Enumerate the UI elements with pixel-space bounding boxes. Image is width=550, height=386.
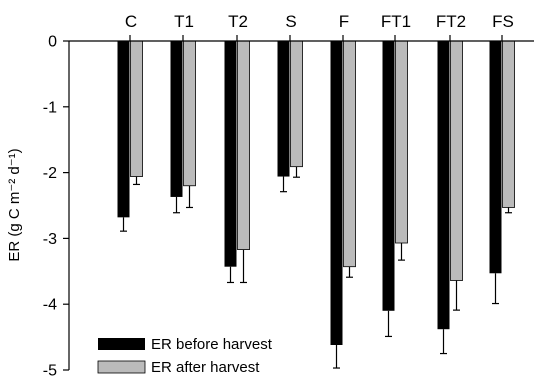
- y-tick-label: -5: [43, 363, 57, 380]
- bar-after-fs: [502, 40, 515, 208]
- x-tick-label: T2: [228, 12, 248, 31]
- bar-before-fs: [489, 41, 502, 274]
- bar-before-f: [330, 41, 343, 345]
- y-tick-label: -2: [43, 165, 57, 182]
- legend-swatch-after: [97, 360, 146, 374]
- bar-after-c: [130, 40, 143, 177]
- x-tick-label: S: [285, 12, 296, 31]
- bar-before-ft1: [382, 41, 395, 311]
- x-tick-label: FT1: [381, 12, 411, 31]
- legend-swatch-before: [98, 338, 145, 350]
- bar-before-ft2: [437, 41, 450, 330]
- bar-after-t2: [237, 40, 250, 250]
- bar-before-t1: [170, 41, 183, 197]
- bar-before-c: [117, 41, 130, 218]
- bar-after-t1: [183, 40, 196, 187]
- y-tick-label: -4: [43, 297, 57, 314]
- y-tick-label: 0: [48, 34, 57, 51]
- bar-after-ft1: [395, 40, 408, 244]
- legend-label-before: ER before harvest: [151, 336, 273, 353]
- x-tick-label: F: [339, 12, 349, 31]
- bar-after-ft2: [450, 40, 463, 281]
- y-axis-label: ER (g C m⁻² d⁻¹): [6, 148, 23, 261]
- bar-before-t2: [224, 41, 237, 267]
- y-tick-label: -3: [43, 231, 57, 248]
- x-tick-label: C: [125, 12, 137, 31]
- bar-after-s: [290, 40, 303, 168]
- x-tick-label: FT2: [436, 12, 466, 31]
- bar-before-s: [277, 41, 290, 177]
- y-tick-label: -1: [43, 99, 57, 116]
- bar-after-f: [343, 40, 356, 268]
- x-tick-label: FS: [492, 12, 514, 31]
- x-tick-label: T1: [174, 12, 194, 31]
- legend-label-after: ER after harvest: [151, 359, 260, 376]
